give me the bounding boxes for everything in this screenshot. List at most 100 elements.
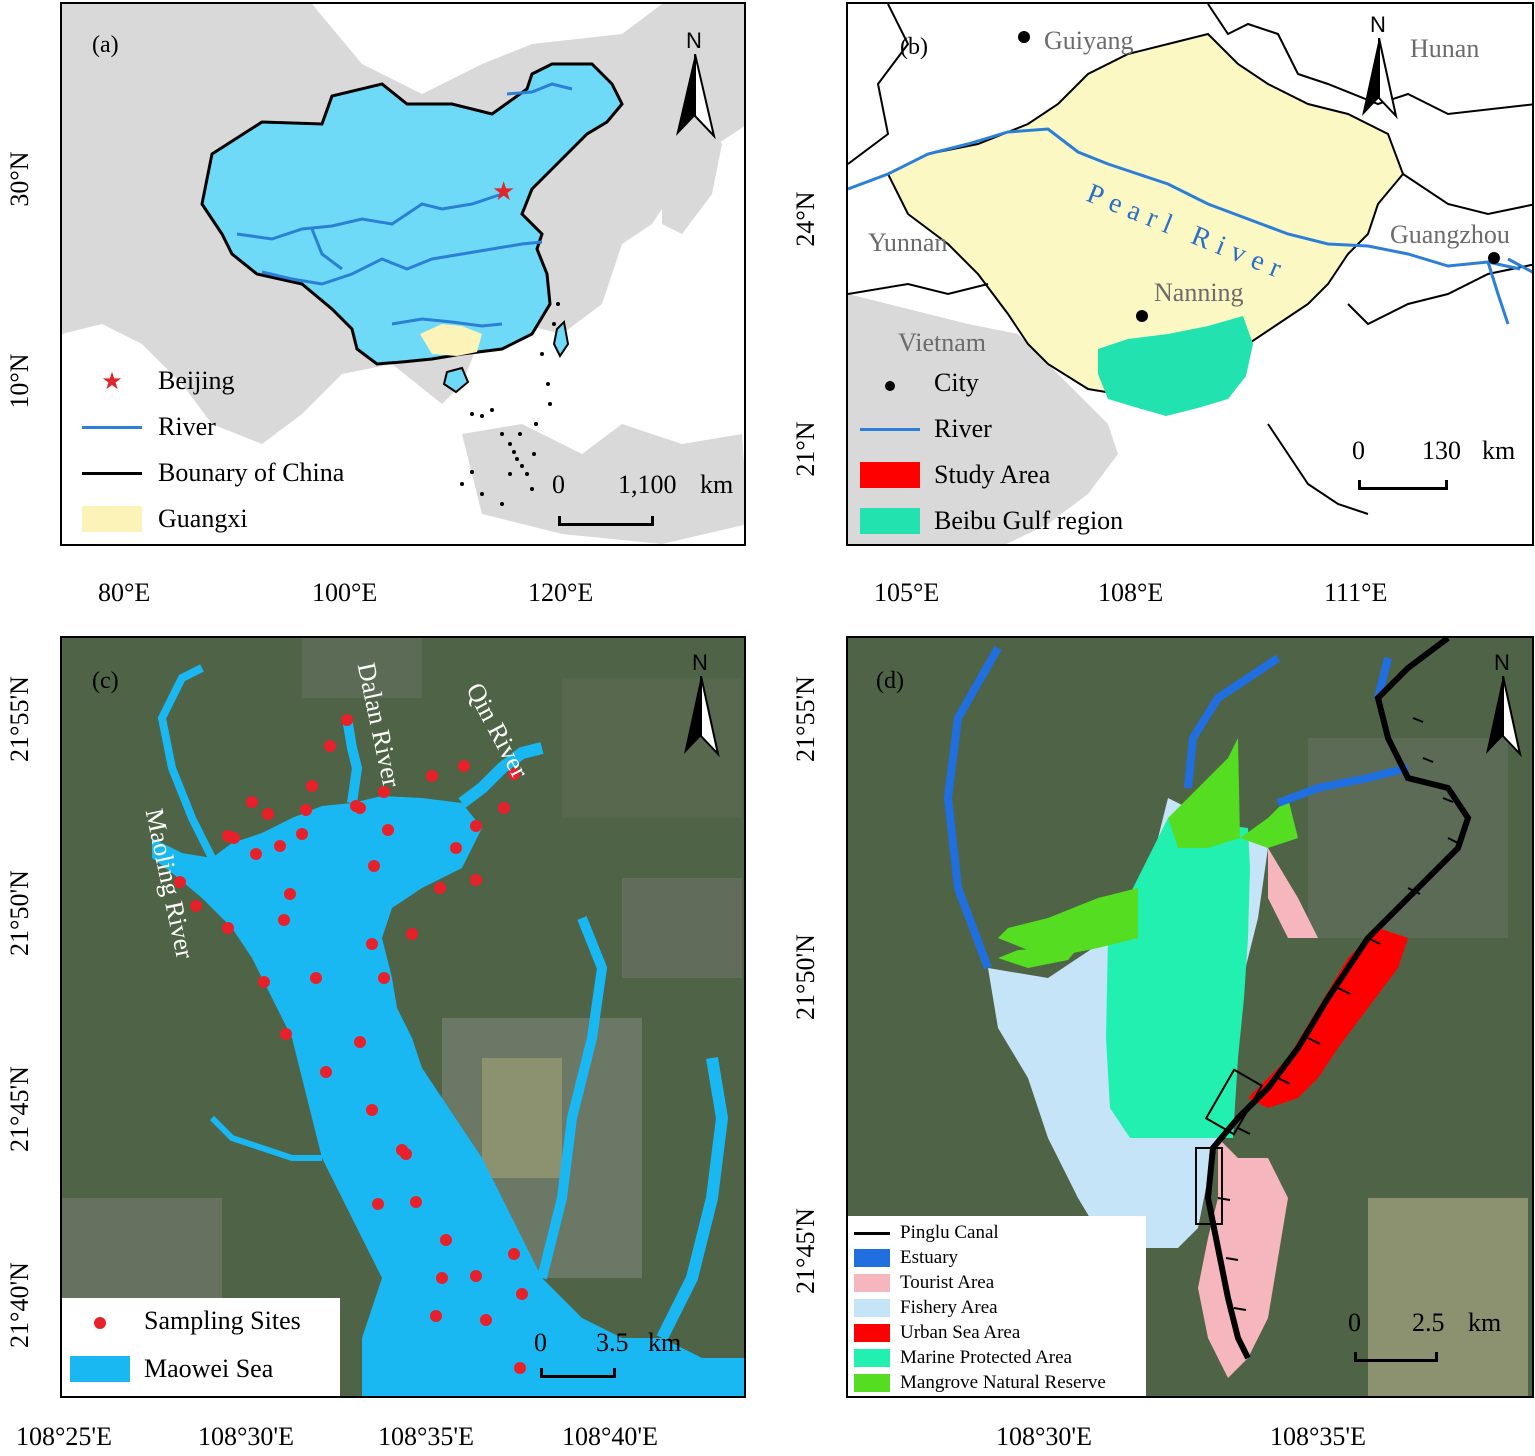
guiyang-dot bbox=[1018, 31, 1030, 43]
panel-a-label: (a) bbox=[92, 32, 119, 58]
qin-river-channel bbox=[458, 742, 544, 808]
x-tick: 80°E bbox=[98, 578, 151, 607]
north-letter: N bbox=[686, 28, 702, 53]
scale-bar: 0 3.5 km bbox=[534, 1328, 714, 1388]
scale-bar-line bbox=[1354, 1352, 1438, 1362]
legend-item-beijing: ★ Beijing bbox=[82, 366, 234, 396]
legend-item-urban: Urban Sea Area bbox=[854, 1322, 1020, 1344]
legend-label: Mangrove Natural Reserve bbox=[900, 1372, 1106, 1393]
mangrove-reserve bbox=[998, 888, 1138, 958]
legend-label: Beibu Gulf region bbox=[934, 506, 1124, 535]
panel-d-label: (d) bbox=[876, 668, 904, 694]
fishery-swatch-icon bbox=[854, 1299, 890, 1317]
legend-item-boundary: Bounary of China bbox=[82, 458, 344, 488]
north-letter: N bbox=[1494, 650, 1510, 675]
panel-c-label: (c) bbox=[92, 668, 119, 694]
mangrove-reserve-4 bbox=[1240, 798, 1298, 848]
label-guangzhou: Guangzhou bbox=[1390, 220, 1510, 249]
china-territory bbox=[200, 62, 624, 366]
x-tick: 108°E bbox=[1098, 578, 1164, 607]
guangxi-swatch-icon bbox=[82, 506, 142, 532]
canal-box-1 bbox=[1204, 1068, 1264, 1136]
north-letter: N bbox=[692, 650, 708, 675]
scale-bar-line bbox=[540, 1368, 616, 1378]
beijing-star-marker: ★ bbox=[492, 177, 515, 207]
legend-label: Tourist Area bbox=[900, 1272, 995, 1293]
legend-item-river: River bbox=[860, 414, 992, 444]
river-line-icon bbox=[860, 427, 920, 431]
y-tick: 21°45'N bbox=[791, 1208, 820, 1294]
x-tick: 108°35'E bbox=[1270, 1422, 1366, 1451]
scale-bar: 0 1,100 km bbox=[552, 470, 742, 540]
legend-item-city: City bbox=[860, 368, 979, 398]
scale-unit: km bbox=[1468, 1308, 1502, 1337]
boundary-line-icon bbox=[82, 471, 142, 475]
province-boundaries bbox=[848, 4, 1532, 515]
maowei-sea-graphic bbox=[62, 638, 744, 1396]
legend-item-fishery: Fishery Area bbox=[854, 1297, 998, 1319]
scale-start: 0 bbox=[1348, 1308, 1361, 1337]
city-dot-icon bbox=[860, 368, 920, 398]
guangxi-region bbox=[420, 324, 482, 356]
taiwan-island bbox=[552, 319, 570, 358]
nanning-dot bbox=[1136, 310, 1148, 322]
star-icon: ★ bbox=[101, 367, 123, 395]
scale-start: 0 bbox=[1352, 436, 1365, 465]
pearl-river bbox=[848, 127, 1532, 325]
tourist-swatch-icon bbox=[854, 1274, 890, 1292]
y-tick: 21°50'N bbox=[791, 934, 820, 1020]
tourist-area-north bbox=[1268, 848, 1318, 938]
y-tick: 21°40'N bbox=[5, 1262, 34, 1348]
scale-start: 0 bbox=[534, 1328, 547, 1357]
south-china-sea-islands bbox=[460, 302, 560, 506]
legend-box: Sampling Sites Maowei Sea bbox=[62, 1298, 340, 1396]
x-tick: 111°E bbox=[1324, 578, 1388, 607]
estuary-channels bbox=[943, 646, 1409, 970]
legend-item-maowei-sea: Maowei Sea bbox=[70, 1354, 273, 1384]
satellite-texture bbox=[62, 638, 742, 1318]
mangrove-reserve-3 bbox=[1168, 738, 1240, 848]
x-tick: 108°25'E bbox=[16, 1422, 112, 1451]
canal-line-icon bbox=[854, 1231, 890, 1235]
scale-bar: 0 2.5 km bbox=[1348, 1308, 1528, 1378]
east-branch-2 bbox=[656, 1057, 729, 1341]
legend-item-guangxi: Guangxi bbox=[82, 504, 248, 534]
x-tick: 120°E bbox=[528, 578, 594, 607]
legend-label: Guangxi bbox=[158, 504, 248, 533]
x-tick: 100°E bbox=[312, 578, 378, 607]
legend-label: Bounary of China bbox=[158, 458, 345, 487]
x-tick: 108°40'E bbox=[562, 1422, 658, 1451]
legend-label: Pinglu Canal bbox=[900, 1222, 999, 1243]
y-tick: 21°45'N bbox=[5, 1066, 34, 1152]
y-tick: 24°N bbox=[791, 191, 820, 247]
north-arrow-icon: N bbox=[672, 28, 718, 140]
legend-label: Study Area bbox=[934, 460, 1051, 489]
x-tick: 108°30'E bbox=[996, 1422, 1092, 1451]
x-tick: 108°30'E bbox=[198, 1422, 294, 1451]
scale-end: 1,100 bbox=[618, 470, 677, 499]
study-area-swatch-icon bbox=[860, 462, 920, 488]
beibu-gulf-region bbox=[1098, 316, 1253, 416]
mangrove-swatch-icon bbox=[854, 1374, 890, 1392]
legend-item-tourist: Tourist Area bbox=[854, 1272, 994, 1294]
china-map-graphic: ★ bbox=[62, 4, 744, 544]
legend-label: Maowei Sea bbox=[144, 1354, 274, 1383]
canal-tick-marks bbox=[1217, 717, 1461, 1311]
sampling-sites bbox=[174, 714, 528, 1374]
legend-item-estuary: Estuary bbox=[854, 1247, 958, 1269]
north-letter: N bbox=[1370, 12, 1386, 37]
beibu-swatch-icon bbox=[860, 508, 920, 534]
legend-item-pinglu-canal: Pinglu Canal bbox=[854, 1222, 999, 1244]
mangrove-reserve-2 bbox=[998, 948, 1078, 968]
legend-label: Sampling Sites bbox=[144, 1306, 301, 1335]
scale-unit: km bbox=[1482, 436, 1516, 465]
maoling-river-channel bbox=[157, 664, 216, 860]
marine-protected-area bbox=[1106, 818, 1250, 1138]
west-branch-channel bbox=[209, 1115, 322, 1161]
y-tick: 21°N bbox=[791, 421, 820, 477]
label-vietnam: Vietnam bbox=[898, 328, 986, 357]
guangxi-province bbox=[886, 32, 1405, 416]
panel-a-china-map: ★ (a) N ★ Beijing River Bounary of China bbox=[60, 2, 746, 546]
hainan-island bbox=[442, 366, 470, 394]
y-tick: 21°55'N bbox=[5, 676, 34, 762]
